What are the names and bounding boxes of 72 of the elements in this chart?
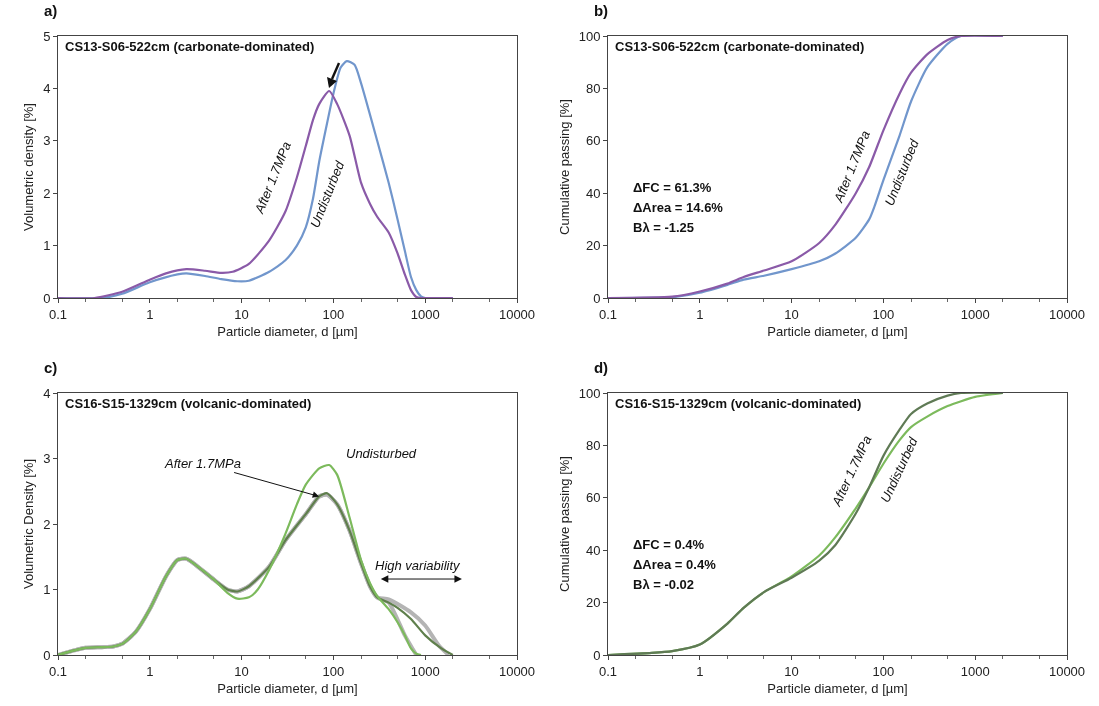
x-axis-title: Particle diameter, d [µm] — [217, 681, 358, 697]
x-tick-label: 100 — [322, 663, 345, 679]
y-tick-label: 100 — [578, 385, 601, 401]
y-tick-label: 100 — [578, 28, 601, 44]
annotation: ΔFC = 0.4% — [633, 537, 705, 552]
chart-subtitle: CS13-S06-522cm (carbonate-dominated) — [65, 39, 315, 54]
y-tick-label: 40 — [585, 542, 601, 558]
annotation: ΔArea = 0.4% — [633, 557, 717, 572]
x-tick-label: 1000 — [410, 663, 440, 679]
y-tick-label: 0 — [43, 647, 51, 663]
x-tick-label: 0.1 — [598, 306, 618, 322]
y-tick-label: 1 — [43, 582, 51, 598]
annotation: Bλ = -1.25 — [633, 220, 695, 235]
y-axis-title: Cumulative passing [%] — [556, 99, 572, 235]
y-tick-label: 60 — [585, 490, 601, 506]
x-tick-label: 10000 — [1048, 306, 1086, 322]
y-tick-label: 3 — [43, 133, 51, 149]
y-tick-label: 4 — [43, 385, 51, 401]
chart-title: a) — [43, 1, 58, 19]
x-tick-label: 100 — [322, 306, 345, 322]
chart-title: c) — [43, 358, 58, 376]
x-tick-label: 1 — [696, 306, 704, 322]
y-tick-label: 80 — [585, 437, 601, 453]
text: After 1.7MPa — [164, 456, 241, 471]
y-axis-title: Volumetric density [%] — [21, 103, 37, 231]
annotation: Bλ = -0.02 — [633, 577, 695, 592]
chart-subtitle: CS16-S15-1329cm (volcanic-dominated) — [615, 396, 862, 411]
x-tick-label: 1 — [696, 663, 704, 679]
y-tick-label: 0 — [593, 290, 601, 306]
annotation: ΔArea = 14.6% — [633, 200, 724, 215]
x-tick-label: 1000 — [960, 306, 990, 322]
y-tick-label: 80 — [585, 80, 601, 96]
y-axis-title: Volumetric Density [%] — [21, 458, 37, 590]
y-tick-label: 0 — [43, 290, 51, 306]
chart-subtitle: CS16-S15-1329cm (volcanic-dominated) — [65, 396, 312, 411]
x-tick-label: 100 — [872, 663, 895, 679]
x-axis-title: Particle diameter, d [µm] — [767, 324, 908, 340]
x-tick-label: 10000 — [498, 306, 536, 322]
y-tick-label: 2 — [43, 516, 51, 532]
x-tick-label: 10 — [234, 306, 249, 322]
annotation: ΔFC = 61.3% — [633, 180, 712, 195]
y-axis-title: Cumulative passing [%] — [556, 456, 572, 592]
x-axis-title: Particle diameter, d [µm] — [767, 681, 908, 697]
x-tick-label: 1000 — [410, 306, 440, 322]
y-tick-label: 5 — [43, 28, 51, 44]
y-tick-label: 20 — [585, 238, 601, 254]
x-tick-label: 1 — [146, 306, 154, 322]
x-tick-label: 10 — [234, 663, 249, 679]
chart-title: d) — [593, 358, 609, 376]
x-tick-label: 0.1 — [48, 306, 68, 322]
chart-subtitle: CS13-S06-522cm (carbonate-dominated) — [615, 39, 865, 54]
y-tick-label: 1 — [43, 238, 51, 254]
x-tick-label: 1000 — [960, 663, 990, 679]
y-tick-label: 3 — [43, 451, 51, 467]
x-tick-label: 10 — [784, 663, 799, 679]
chart-title: b) — [593, 1, 609, 19]
x-tick-label: 0.1 — [48, 663, 68, 679]
y-tick-label: 2 — [43, 185, 51, 201]
x-tick-label: 10000 — [1048, 663, 1086, 679]
x-tick-label: 10000 — [498, 663, 536, 679]
y-tick-label: 0 — [593, 647, 601, 663]
x-tick-label: 0.1 — [598, 663, 618, 679]
y-tick-label: 20 — [585, 595, 601, 611]
annotation: High variability — [375, 558, 462, 573]
y-tick-label: 60 — [585, 133, 601, 149]
x-axis-title: Particle diameter, d [µm] — [217, 324, 358, 340]
y-tick-label: 4 — [43, 80, 51, 96]
y-tick-label: 40 — [585, 185, 601, 201]
x-tick-label: 1 — [146, 663, 154, 679]
x-tick-label: 10 — [784, 306, 799, 322]
x-tick-label: 100 — [872, 306, 895, 322]
series-label: Undisturbed — [346, 446, 417, 461]
